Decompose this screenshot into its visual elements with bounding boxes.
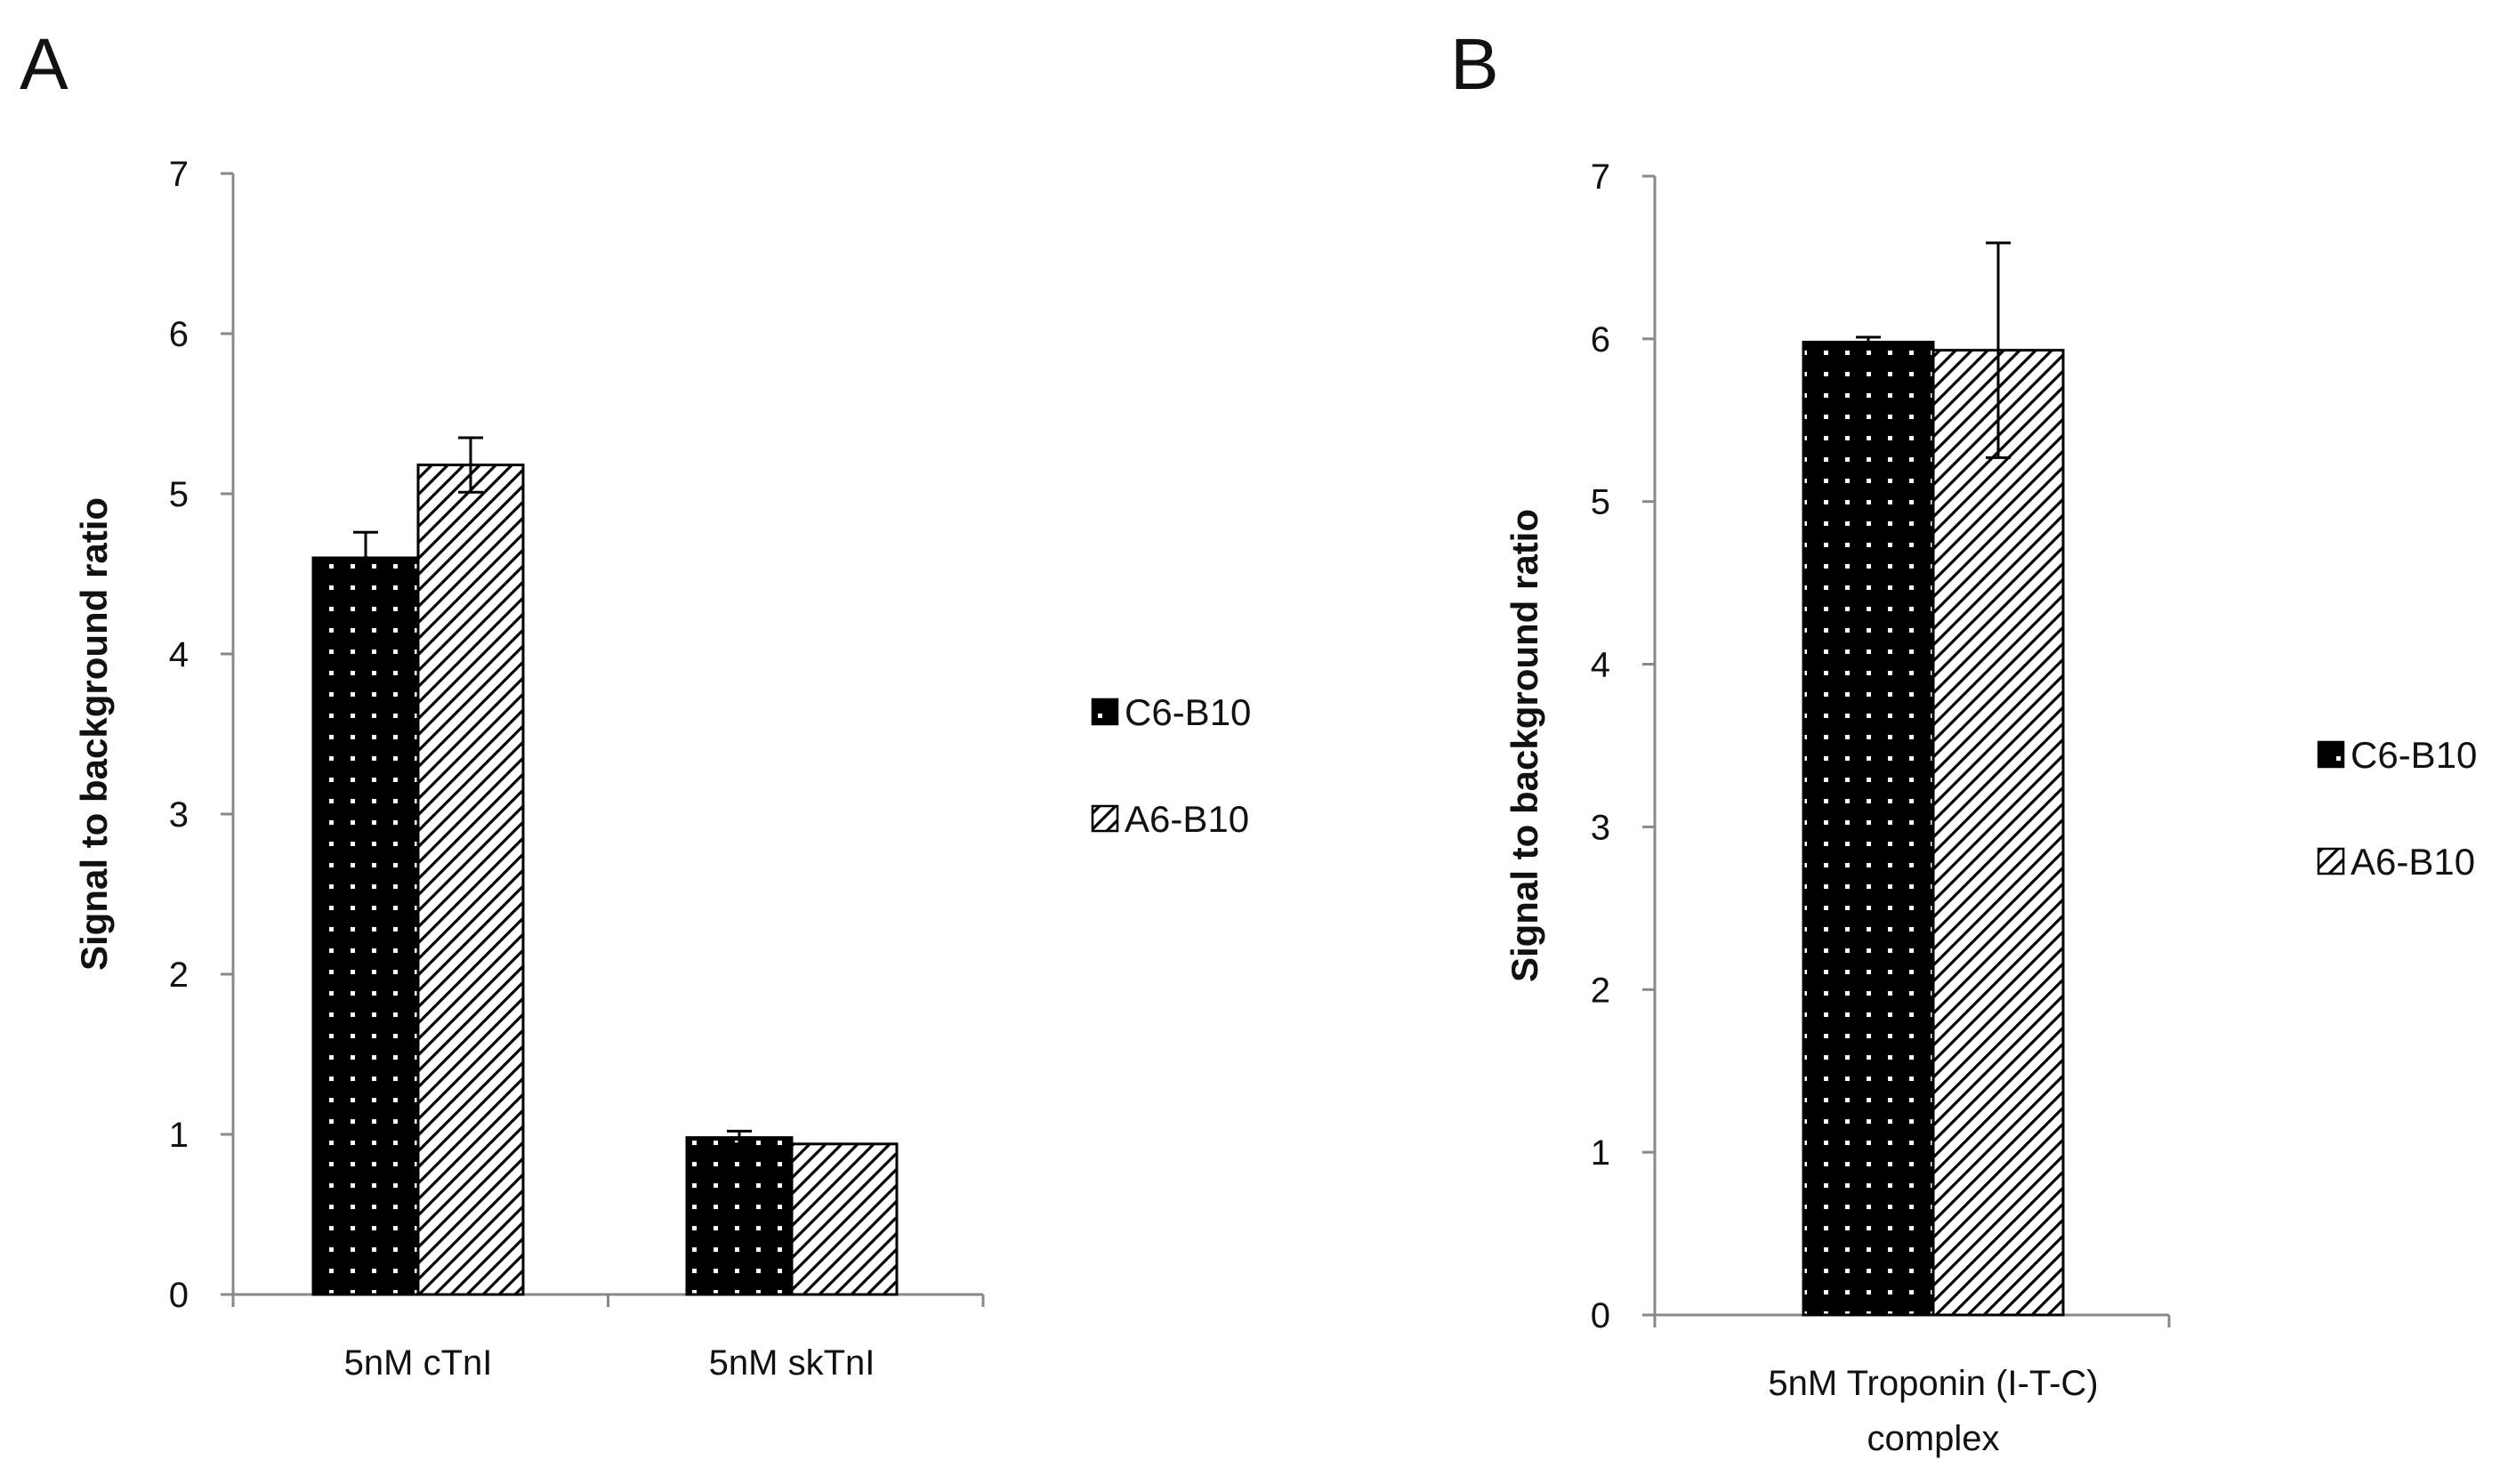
legend-swatch-c6-b10	[2317, 740, 2345, 769]
panel-label: A	[20, 24, 69, 105]
y-axis-title: Signal to background ratio	[1504, 509, 1545, 982]
y-tick-label: 5	[169, 475, 189, 514]
bar-a6-b10-1	[416, 464, 525, 1296]
bar-c6-b10-2	[685, 1136, 794, 1296]
chart-panel-b: B 0 1 2 3 4 5 6 7 Signal to background ratio 5nM T…	[1450, 24, 2477, 1458]
y-tick-label: 4	[169, 635, 189, 674]
x-category-label: complex	[1867, 1419, 2000, 1458]
y-tick-label: 7	[169, 155, 189, 194]
x-category-label: 5nM skTnI	[709, 1343, 875, 1383]
legend-label: A6-B10	[1125, 798, 1249, 840]
legend-label: A6-B10	[2351, 841, 2475, 883]
legend-swatch-a6-b10	[2317, 847, 2345, 875]
x-category-label: 5nM cTnI	[344, 1343, 493, 1383]
y-tick-label: 2	[1591, 971, 1610, 1010]
y-tick-label: 3	[1591, 808, 1610, 847]
bar-c6-b10-1	[311, 556, 420, 1296]
bar-c6-b10-1	[1802, 341, 1935, 1317]
bar-a6-b10-1	[1931, 349, 2065, 1317]
y-tick-label: 5	[1591, 483, 1610, 522]
y-tick-label: 7	[1591, 157, 1610, 197]
y-tick-label: 3	[169, 795, 189, 835]
legend-label: C6-B10	[2351, 734, 2477, 776]
bar-a6-b10-2	[790, 1142, 899, 1296]
y-tick-label: 2	[169, 956, 189, 995]
panel-label: B	[1450, 24, 1499, 105]
y-axis-title: Signal to background ratio	[73, 497, 115, 971]
legend-swatch-a6-b10	[1091, 804, 1119, 833]
legend-label: C6-B10	[1125, 691, 1251, 733]
y-tick-label: 0	[1591, 1296, 1610, 1335]
y-tick-label: 1	[169, 1116, 189, 1155]
y-tick-label: 4	[1591, 646, 1610, 685]
chart-panel-a: A 0 1 2 3 4 5 6 7 Signal to background ratio 5nM c…	[20, 24, 1251, 1383]
y-tick-label: 6	[1591, 320, 1610, 359]
legend-swatch-c6-b10	[1091, 698, 1119, 726]
y-tick-label: 0	[169, 1276, 189, 1315]
y-tick-label: 6	[169, 315, 189, 354]
x-category-label: 5nM Troponin (I-T-C)	[1768, 1364, 2098, 1403]
y-tick-label: 1	[1591, 1133, 1610, 1173]
